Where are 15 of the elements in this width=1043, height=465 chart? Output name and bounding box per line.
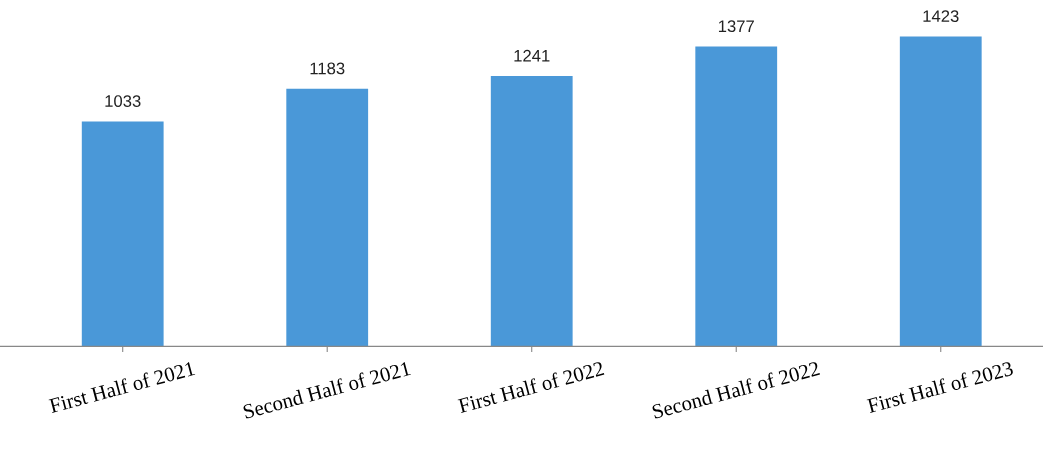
data-label: 1377 bbox=[718, 20, 754, 33]
x-tick-label: First Half of 2022 bbox=[457, 360, 605, 414]
data-label: 1241 bbox=[514, 49, 550, 62]
bar bbox=[695, 46, 778, 347]
x-tick-label: First Half of 2023 bbox=[866, 360, 1014, 414]
bar bbox=[899, 36, 982, 347]
data-label: 1033 bbox=[105, 95, 141, 107]
bar bbox=[81, 121, 164, 347]
x-tick-label: Second Half of 2022 bbox=[651, 360, 821, 419]
data-label: 1423 bbox=[923, 10, 959, 23]
x-tick-label: Second Half of 2021 bbox=[242, 360, 411, 419]
bar bbox=[490, 76, 573, 347]
data-label: 1183 bbox=[310, 62, 345, 75]
x-tick-label: First Half of 2021 bbox=[48, 360, 196, 414]
bar bbox=[286, 88, 369, 347]
